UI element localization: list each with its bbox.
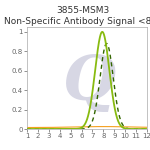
Text: Non-Specific Antibody Signal <8%: Non-Specific Antibody Signal <8% [4,16,150,26]
Text: 3855-MSM3: 3855-MSM3 [56,6,109,15]
Text: Q: Q [63,53,116,113]
